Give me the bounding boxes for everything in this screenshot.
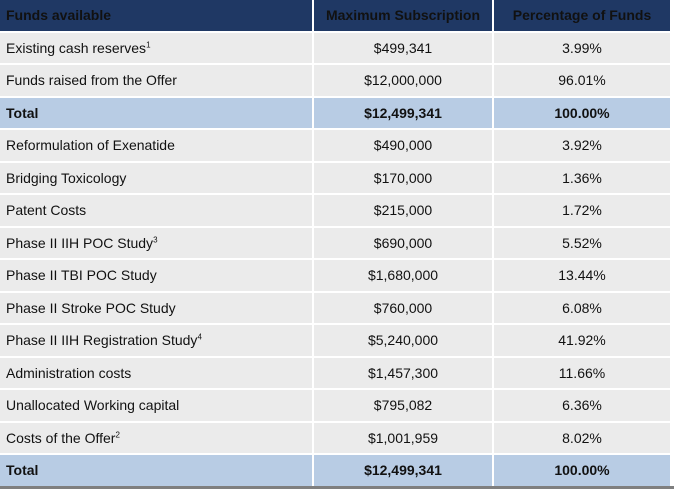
table-row: Existing cash reserves1 $499,341 3.99%: [0, 32, 670, 65]
row-label: Reformulation of Exenatide: [6, 137, 175, 154]
row-label-cell: Phase II IIH POC Study3: [0, 227, 314, 260]
row-amount: $490,000: [314, 130, 494, 163]
table-row: Patent Costs $215,000 1.72%: [0, 195, 670, 228]
row-label-cell: Administration costs: [0, 357, 314, 390]
table-row: Unallocated Working capital $795,082 6.36%: [0, 390, 670, 423]
row-label: Costs of the Offer: [6, 429, 116, 446]
row-percentage: 1.72%: [494, 195, 670, 228]
row-label-cell: Funds raised from the Offer: [0, 65, 314, 98]
header-row: Funds available Maximum Subscription Per…: [0, 0, 670, 33]
row-percentage: 6.08%: [494, 292, 670, 325]
row-amount: $215,000: [314, 195, 494, 228]
row-label-cell: Total: [0, 97, 314, 130]
row-percentage: 5.52%: [494, 227, 670, 260]
table-row: Phase II IIH POC Study3 $690,000 5.52%: [0, 227, 670, 260]
row-amount: $12,499,341: [314, 455, 494, 488]
row-label: Phase II IIH Registration Study: [6, 332, 198, 349]
footnote-marker: 3: [153, 235, 158, 245]
row-label: Total: [6, 104, 39, 121]
row-percentage: 13.44%: [494, 260, 670, 293]
row-label-cell: Bridging Toxicology: [0, 162, 314, 195]
row-amount: $5,240,000: [314, 325, 494, 358]
table-row: Phase II Stroke POC Study $760,000 6.08%: [0, 292, 670, 325]
table-row: Bridging Toxicology $170,000 1.36%: [0, 162, 670, 195]
total-row: Total $12,499,341 100.00%: [0, 455, 670, 488]
row-amount: $499,341: [314, 32, 494, 65]
row-amount: $12,499,341: [314, 97, 494, 130]
row-percentage: 11.66%: [494, 357, 670, 390]
row-label-cell: Phase II IIH Registration Study4: [0, 325, 314, 358]
row-label-cell: Phase II Stroke POC Study: [0, 292, 314, 325]
table-row: Administration costs $1,457,300 11.66%: [0, 357, 670, 390]
row-amount: $12,000,000: [314, 65, 494, 98]
row-label-cell: Total: [0, 455, 314, 488]
row-label-cell: Existing cash reserves1: [0, 32, 314, 65]
footnote-marker: 2: [115, 430, 120, 440]
bottom-rule: [0, 486, 674, 489]
table-row: Phase II IIH Registration Study4 $5,240,0…: [0, 325, 670, 358]
row-percentage: 100.00%: [494, 455, 670, 488]
row-percentage: 41.92%: [494, 325, 670, 358]
row-percentage: 1.36%: [494, 162, 670, 195]
row-label: Phase II IIH POC Study: [6, 234, 154, 251]
row-percentage: 100.00%: [494, 97, 670, 130]
row-amount: $760,000: [314, 292, 494, 325]
row-label-cell: Reformulation of Exenatide: [0, 130, 314, 163]
header-maximum-subscription: Maximum Subscription: [314, 0, 494, 33]
row-label: Phase II Stroke POC Study: [6, 299, 176, 316]
row-percentage: 3.92%: [494, 130, 670, 163]
row-amount: $1,001,959: [314, 422, 494, 455]
row-label: Existing cash reserves: [6, 39, 147, 56]
header-funds-available: Funds available: [0, 0, 314, 33]
row-amount: $1,680,000: [314, 260, 494, 293]
row-percentage: 3.99%: [494, 32, 670, 65]
row-label: Unallocated Working capital: [6, 397, 180, 414]
row-label-cell: Costs of the Offer2: [0, 422, 314, 455]
row-amount: $1,457,300: [314, 357, 494, 390]
row-label: Administration costs: [6, 364, 132, 381]
footnote-marker: 4: [197, 332, 202, 342]
footnote-marker: 1: [146, 40, 151, 50]
row-label: Phase II TBI POC Study: [6, 267, 157, 284]
row-label: Patent Costs: [6, 202, 87, 219]
header-percentage-of-funds: Percentage of Funds: [494, 0, 670, 33]
row-amount: $170,000: [314, 162, 494, 195]
table-body: Existing cash reserves1 $499,341 3.99% Fund…: [0, 32, 670, 488]
row-percentage: 8.02%: [494, 422, 670, 455]
table-row: Costs of the Offer2 $1,001,959 8.02%: [0, 422, 670, 455]
row-amount: $795,082: [314, 390, 494, 423]
total-row: Total $12,499,341 100.00%: [0, 97, 670, 130]
row-label: Bridging Toxicology: [6, 169, 127, 186]
row-label-cell: Unallocated Working capital: [0, 390, 314, 423]
table-row: Phase II TBI POC Study $1,680,000 13.44%: [0, 260, 670, 293]
table-header: Funds available Maximum Subscription Per…: [0, 0, 670, 33]
table-row: Funds raised from the Offer $12,000,000 96…: [0, 65, 670, 98]
row-percentage: 6.36%: [494, 390, 670, 423]
row-label: Funds raised from the Offer: [6, 72, 177, 89]
row-label-cell: Patent Costs: [0, 195, 314, 228]
table-row: Reformulation of Exenatide $490,000 3.92%: [0, 130, 670, 163]
row-label: Total: [6, 462, 39, 479]
row-label-cell: Phase II TBI POC Study: [0, 260, 314, 293]
row-percentage: 96.01%: [494, 65, 670, 98]
row-amount: $690,000: [314, 227, 494, 260]
